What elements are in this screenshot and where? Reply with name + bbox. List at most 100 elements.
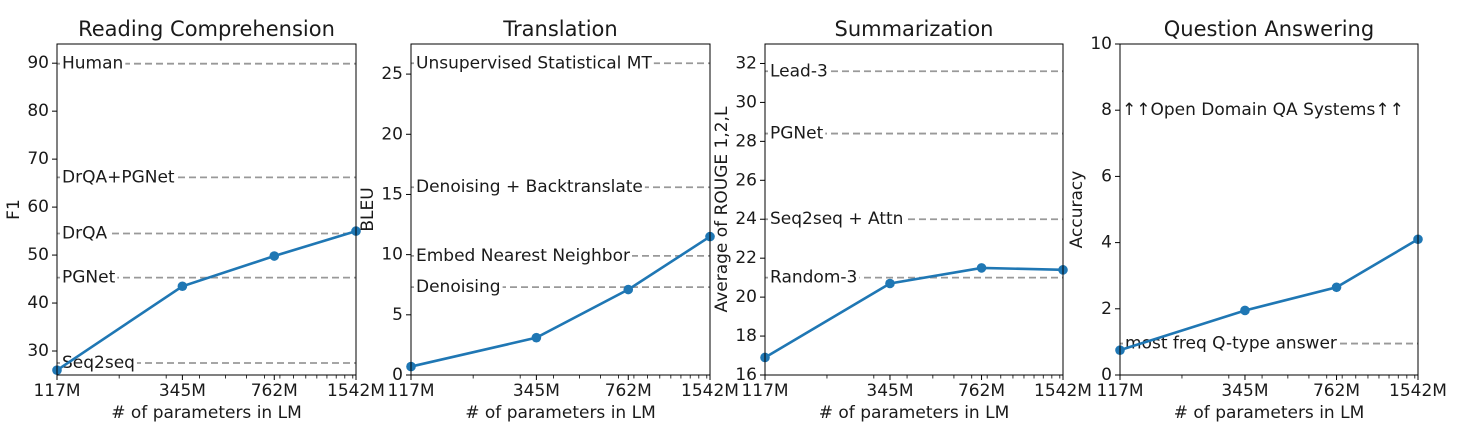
x-tick-label: 1542M (1389, 381, 1447, 401)
baseline-label-bg (60, 223, 110, 244)
baseline-label-bg (60, 353, 137, 374)
y-tick-label: 25 (381, 64, 403, 84)
baseline-2: PGNet (765, 123, 1063, 144)
x-axis-label: # of parameters in LM (111, 403, 302, 423)
y-tick-label: 22 (735, 248, 757, 268)
y-tick-label: 8 (1101, 100, 1112, 120)
x-tick-label: 345M (1221, 381, 1268, 401)
x-axis-label: # of parameters in LM (819, 403, 1010, 423)
axes-frame (56, 43, 357, 376)
data-point (269, 251, 280, 261)
baseline-label: DrQA (62, 223, 107, 243)
baseline-label-bg (768, 61, 830, 82)
y-tick-label: 90 (27, 53, 49, 73)
x-tick-label: 117M (387, 381, 434, 401)
x-tick-label: 345M (513, 381, 560, 401)
axes-frame (1119, 43, 1419, 376)
baseline-1: most freq Q-type answer (1120, 333, 1418, 354)
baseline-label-bg (414, 245, 632, 266)
baseline-label-bg (60, 267, 118, 288)
y-tick-label: 4 (1101, 233, 1112, 253)
y-tick-label: 0 (392, 365, 403, 385)
baseline-label-bg (60, 167, 177, 188)
baseline-3: Embed Nearest Neighbor (411, 245, 710, 266)
data-point (177, 281, 188, 292)
baseline-label: Unsupervised Statistical MT (416, 53, 652, 73)
chart-title: Summarization (834, 17, 993, 41)
y-tick-label: 10 (1090, 34, 1112, 54)
y-axis-label: Accuracy (1067, 171, 1087, 249)
y-tick-label: 80 (27, 101, 49, 121)
x-tick-label: 762M (1313, 381, 1360, 401)
series-line-1 (764, 266, 1064, 359)
baseline-label-bg (414, 177, 645, 198)
chart-panel-1: Human DrQA+PGNet DrQA PGNet Seq2seq 30 40 50 60 7… (4, 17, 385, 423)
x-tick-label: 117M (741, 381, 788, 401)
baseline-label-bg (768, 123, 826, 144)
y-tick-label: 10 (381, 245, 403, 265)
y-tick-label: 5 (392, 305, 403, 325)
y-tick-label: 30 (27, 341, 49, 361)
baseline-label: Human (62, 54, 123, 74)
x-tick-label: 762M (958, 381, 1005, 401)
x-tick-label: 1542M (327, 381, 385, 401)
baseline-3: Seq2seq + Attn (765, 209, 1063, 230)
data-point (885, 278, 895, 289)
chart-panel-4: most freq Q-type answer ↑↑Open Domain QA … (1067, 17, 1447, 423)
y-tick-label: 70 (27, 149, 49, 169)
baseline-label: most freq Q-type answer (1125, 334, 1337, 354)
baseline-label: Seq2seq (62, 353, 135, 373)
axes-frame (764, 43, 1064, 376)
baseline-4: Random-3 (765, 267, 1063, 288)
x-tick-label: 117M (33, 381, 80, 401)
data-point (623, 284, 634, 295)
y-tick-label: 6 (1101, 166, 1112, 186)
baseline-label-bg (414, 277, 503, 298)
baseline-label: Denoising (416, 277, 501, 297)
baseline-label-bg (414, 53, 654, 74)
baseline-1: Unsupervised Statistical MT (411, 53, 710, 74)
data-point (976, 263, 987, 273)
y-tick-label: 30 (735, 92, 757, 112)
y-axis-label: BLEU (358, 187, 378, 231)
axes-frame (410, 43, 711, 376)
baseline-label: Lead-3 (770, 61, 828, 81)
y-tick-label: 60 (27, 197, 49, 217)
y-tick-label: 24 (735, 209, 757, 229)
baseline-label-bg (768, 267, 860, 288)
chart-panel-2: Unsupervised Statistical MT Denoising + B… (358, 17, 739, 423)
x-tick-label: 1542M (681, 381, 739, 401)
data-point (1331, 282, 1342, 293)
y-tick-label: 15 (381, 184, 403, 204)
baseline-label: Random-3 (770, 268, 857, 288)
baseline-1: Human (57, 53, 356, 74)
series-line-1 (1119, 238, 1419, 352)
y-tick-label: 0 (1101, 365, 1112, 385)
y-tick-label: 26 (735, 170, 757, 190)
baseline-label-bg (1123, 333, 1339, 354)
baseline-3: DrQA (57, 223, 356, 244)
y-tick-label: 16 (735, 365, 757, 385)
y-tick-label: 18 (735, 326, 757, 346)
y-tick-label: 2 (1101, 299, 1112, 319)
data-point (531, 332, 542, 343)
x-tick-label: 117M (1096, 381, 1143, 401)
baseline-1: Lead-3 (765, 61, 1063, 81)
y-tick-label: 20 (735, 287, 757, 307)
chart-title: Reading Comprehension (78, 17, 335, 41)
baseline-label: PGNet (62, 268, 116, 288)
x-tick-label: 345M (159, 381, 206, 401)
baseline-4: Denoising (411, 277, 710, 298)
baseline-label: Embed Nearest Neighbor (416, 246, 630, 266)
baseline-label: Denoising + Backtranslate (416, 177, 643, 197)
series-line-1 (410, 235, 711, 368)
y-tick-label: 50 (27, 245, 49, 265)
baseline-label: Seq2seq + Attn (770, 209, 903, 229)
y-axis-label: F1 (4, 199, 24, 220)
baseline-label-bg (768, 209, 906, 230)
y-tick-label: 32 (735, 53, 757, 73)
y-tick-label: 20 (381, 124, 403, 144)
chart-panel-3: Lead-3 PGNet Seq2seq + Attn Random-3 16 18 20 2… (712, 17, 1092, 423)
x-tick-label: 762M (605, 381, 652, 401)
y-axis-label: Average of ROUGE 1,2,L (712, 106, 732, 312)
